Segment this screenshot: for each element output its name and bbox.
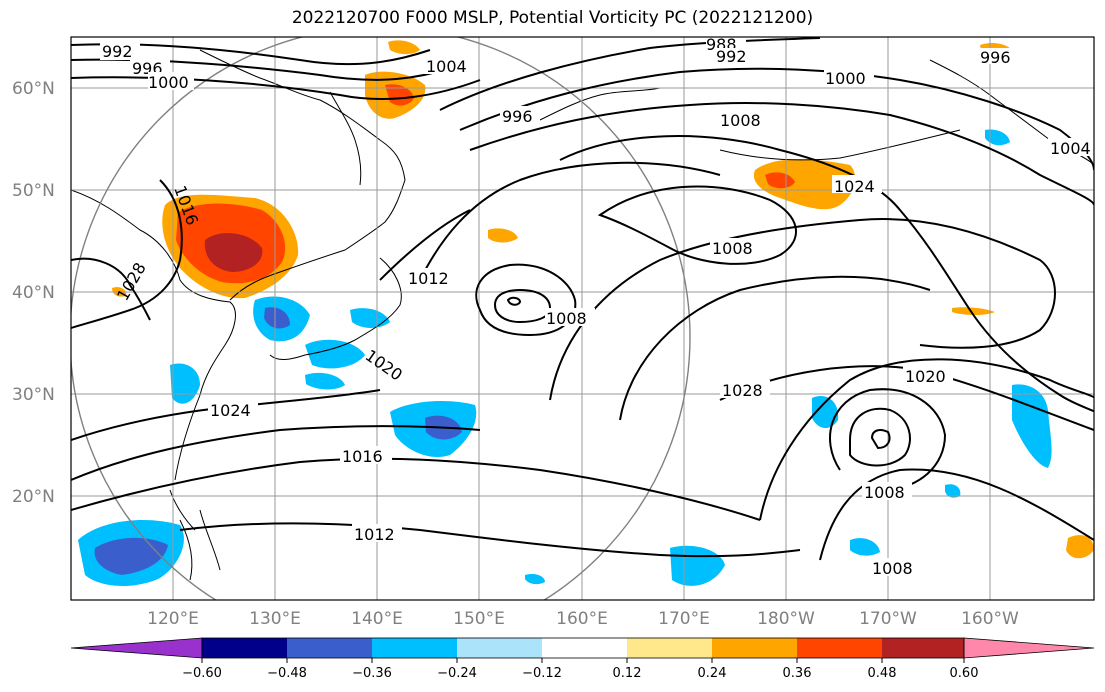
colorbar-tick-label: −0.12 [522,666,562,681]
colorbar-tick-label: −0.48 [267,666,307,681]
isobar-label: 996 [980,48,1011,67]
isobar-label: 1004 [1050,139,1091,158]
colorbar-segment [712,638,797,658]
isobar-label: 1008 [864,483,905,502]
isobar-label: 1016 [342,447,383,466]
lon-label: 140°E [351,609,403,629]
colorbar-segment [963,637,1095,659]
isobar-label: 1020 [905,367,946,386]
lon-label: 180°W [757,609,815,629]
isobar-label: 1000 [148,73,189,92]
isobar-label: 992 [716,47,747,66]
lon-label: 150°E [453,609,505,629]
map-frame [70,36,1095,601]
colorbar-segment [372,638,457,658]
lon-label: 120°E [147,609,199,629]
colorbar-segment [882,638,964,658]
colorbar-tick-label: 0.24 [698,666,727,681]
pv-blob-aleutian [753,159,856,210]
colorbar-tick-label: 0.60 [950,666,979,681]
isobar-label: 992 [102,42,133,61]
lat-label: 30°N [12,385,55,405]
latitude-labels: 60°N 50°N 40°N 30°N 20°N [12,79,55,507]
map-title: 2022120700 F000 MSLP, Potential Vorticit… [291,8,814,28]
isobar-label: 1004 [426,57,467,76]
lon-label: 160°E [556,609,608,629]
colorbar-tick-label: −0.36 [352,666,392,681]
lon-label: 170°W [859,609,917,629]
lat-label: 40°N [12,283,55,303]
lat-label: 50°N [12,181,55,201]
colorbar-tick-label: 0.12 [613,666,642,681]
colorbar-tick-label: 0.36 [783,666,812,681]
isobar-label: 1012 [354,525,395,544]
isobar-label: 1008 [872,559,913,578]
lon-label: 130°E [249,609,301,629]
colorbar-segment [627,638,712,658]
map-panel[interactable]: 992 996 1000 988 992 1004 996 1000 1008 … [70,27,1094,647]
range-circle [71,37,691,600]
isobars [71,37,1094,561]
colorbar-segment [457,638,542,658]
isobar-label: 996 [502,107,533,126]
colorbar-segment [202,638,287,658]
isobar-label: 1000 [825,69,866,88]
graticule [71,37,1094,600]
isobar-labels: 992 996 1000 988 992 1004 996 1000 1008 … [100,37,1094,578]
colorbar-tick-label: −0.60 [182,666,222,681]
isobar-label: 1028 [722,381,763,400]
isobar-label: 1024 [210,401,251,420]
colorbar-segment [287,638,372,658]
isobar-label: 1008 [720,111,761,130]
pv-shading [78,40,1094,586]
lat-label: 60°N [12,79,55,99]
isobar-label: 1024 [834,177,875,196]
lon-label: 160°W [961,609,1019,629]
isobar-label: 1012 [408,269,449,288]
longitude-labels: 120°E 130°E 140°E 150°E 160°E 170°E 180°… [147,609,1019,629]
colorbar: −0.60 −0.48 −0.36 −0.24 −0.12 0.12 0.24 … [70,637,1095,681]
colorbar-segment [797,638,882,658]
colorbar-ticks [201,658,965,663]
lat-label: 20°N [12,487,55,507]
lon-label: 170°E [658,609,710,629]
isobar-label: 1008 [712,239,753,258]
isobar-label: 1008 [546,309,587,328]
colorbar-segment [542,638,627,658]
colorbar-tick-label: −0.24 [437,666,477,681]
colorbar-tick-label: 0.48 [868,666,897,681]
colorbar-segment [70,637,203,659]
